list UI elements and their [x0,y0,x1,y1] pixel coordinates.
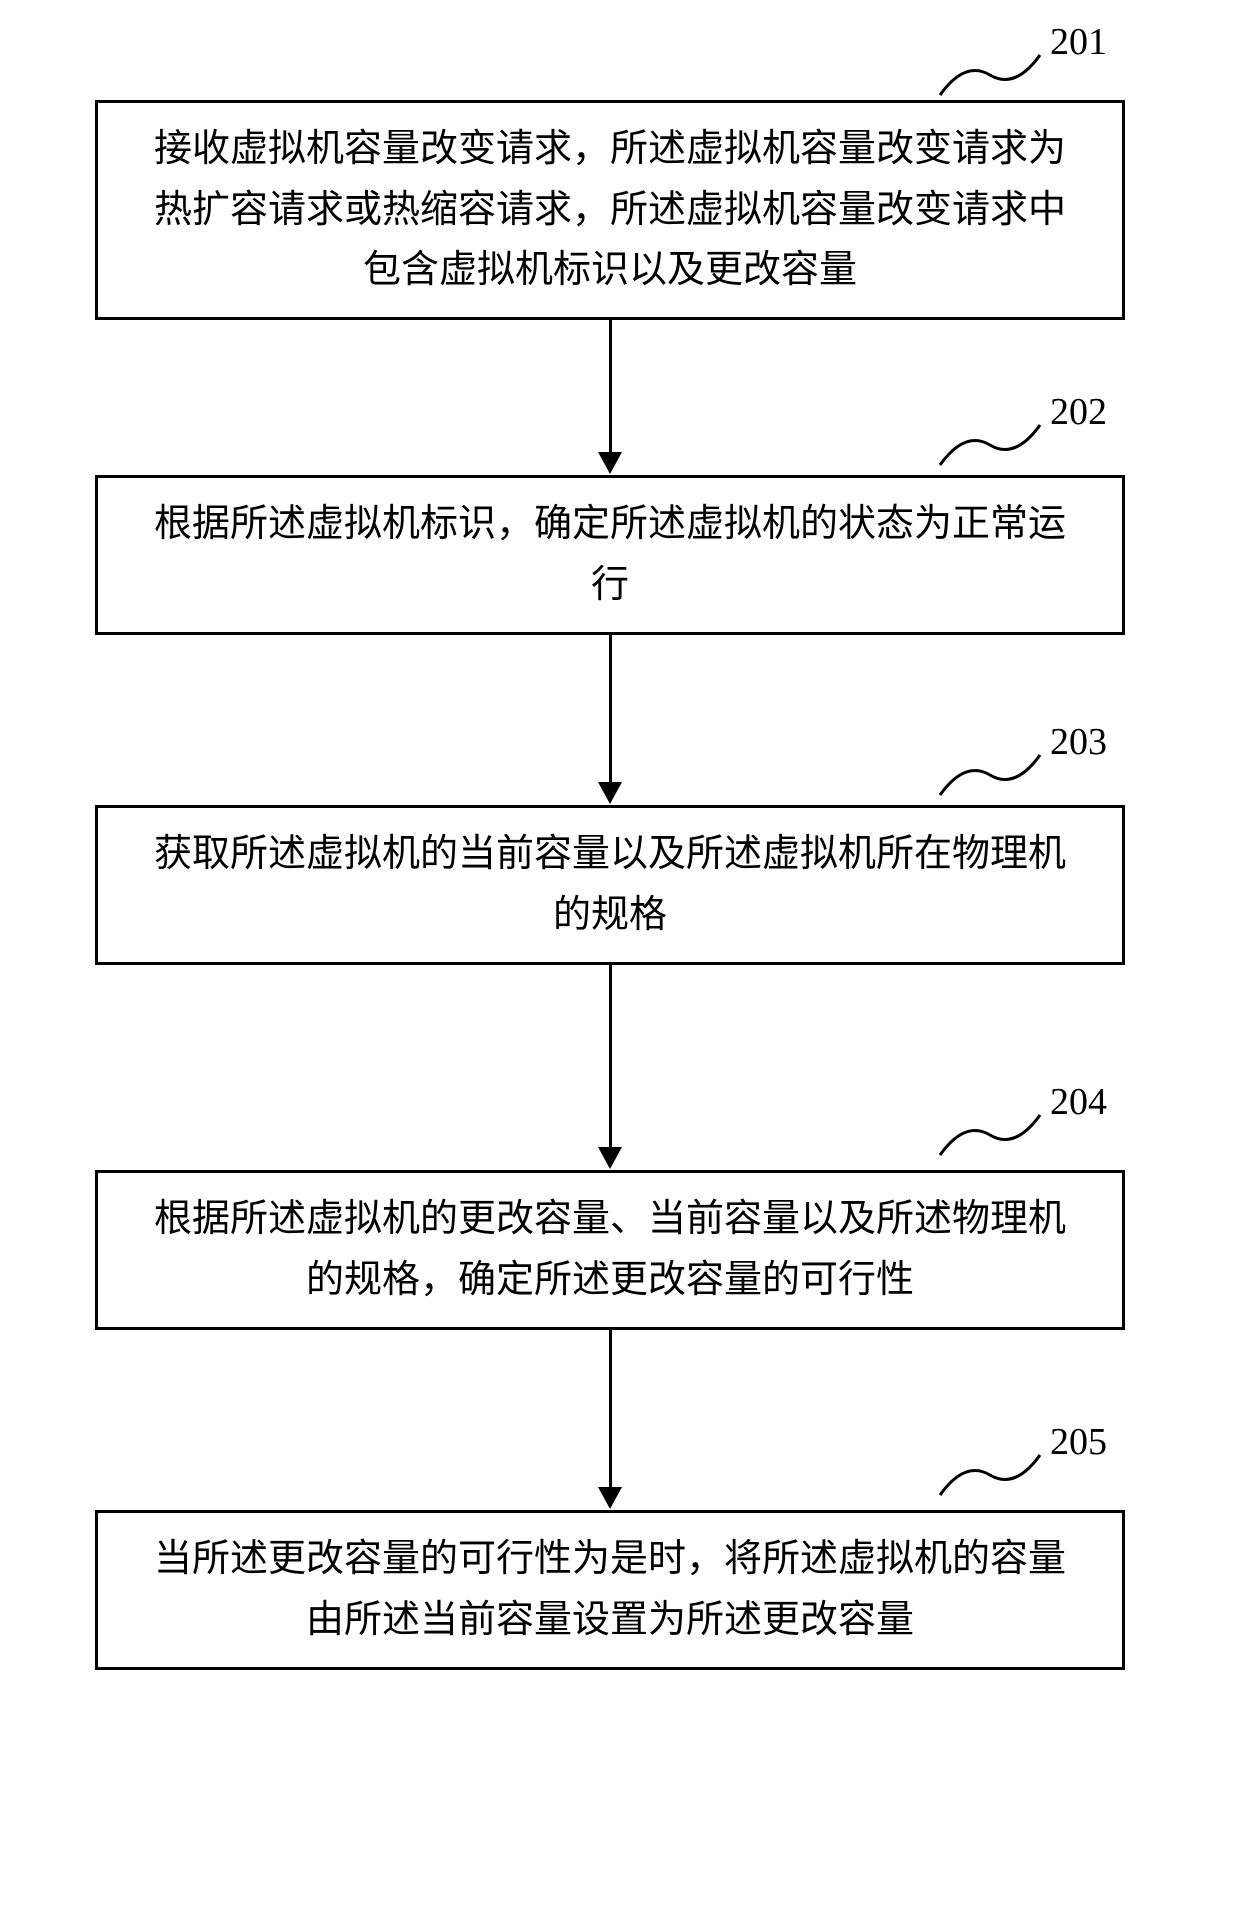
label-curve-icon [935,1450,1045,1500]
arrow-icon [598,965,622,1169]
step-text: 根据所述虚拟机的更改容量、当前容量以及所述物理机的规格，确定所述更改容量的可行性 [138,1189,1082,1311]
step-label-201: 201 [1050,20,1107,64]
arrow-icon [598,320,622,474]
step-box-203: 获取所述虚拟机的当前容量以及所述虚拟机所在物理机的规格 [95,805,1125,965]
label-curve-icon [935,420,1045,470]
label-text: 204 [1050,1081,1107,1123]
step-text: 当所述更改容量的可行性为是时，将所述虚拟机的容量由所述当前容量设置为所述更改容量 [138,1529,1082,1651]
arrow-icon [598,1330,622,1509]
step-label-205: 205 [1050,1420,1107,1464]
step-box-202: 根据所述虚拟机标识，确定所述虚拟机的状态为正常运行 [95,475,1125,635]
step-box-204: 根据所述虚拟机的更改容量、当前容量以及所述物理机的规格，确定所述更改容量的可行性 [95,1170,1125,1330]
step-label-204: 204 [1050,1080,1107,1124]
label-text: 201 [1050,21,1107,63]
step-text: 获取所述虚拟机的当前容量以及所述虚拟机所在物理机的规格 [138,824,1082,946]
label-text: 203 [1050,721,1107,763]
label-curve-icon [935,1110,1045,1160]
label-curve-icon [935,750,1045,800]
arrow-icon [598,635,622,804]
step-label-202: 202 [1050,390,1107,434]
step-box-201: 接收虚拟机容量改变请求，所述虚拟机容量改变请求为热扩容请求或热缩容请求，所述虚拟… [95,100,1125,320]
step-box-205: 当所述更改容量的可行性为是时，将所述虚拟机的容量由所述当前容量设置为所述更改容量 [95,1510,1125,1670]
step-label-203: 203 [1050,720,1107,764]
label-text: 202 [1050,391,1107,433]
step-text: 根据所述虚拟机标识，确定所述虚拟机的状态为正常运行 [138,494,1082,616]
label-curve-icon [935,50,1045,100]
flowchart: 201 接收虚拟机容量改变请求，所述虚拟机容量改变请求为热扩容请求或热缩容请求，… [0,0,1240,1930]
step-text: 接收虚拟机容量改变请求，所述虚拟机容量改变请求为热扩容请求或热缩容请求，所述虚拟… [138,119,1082,301]
label-text: 205 [1050,1421,1107,1463]
